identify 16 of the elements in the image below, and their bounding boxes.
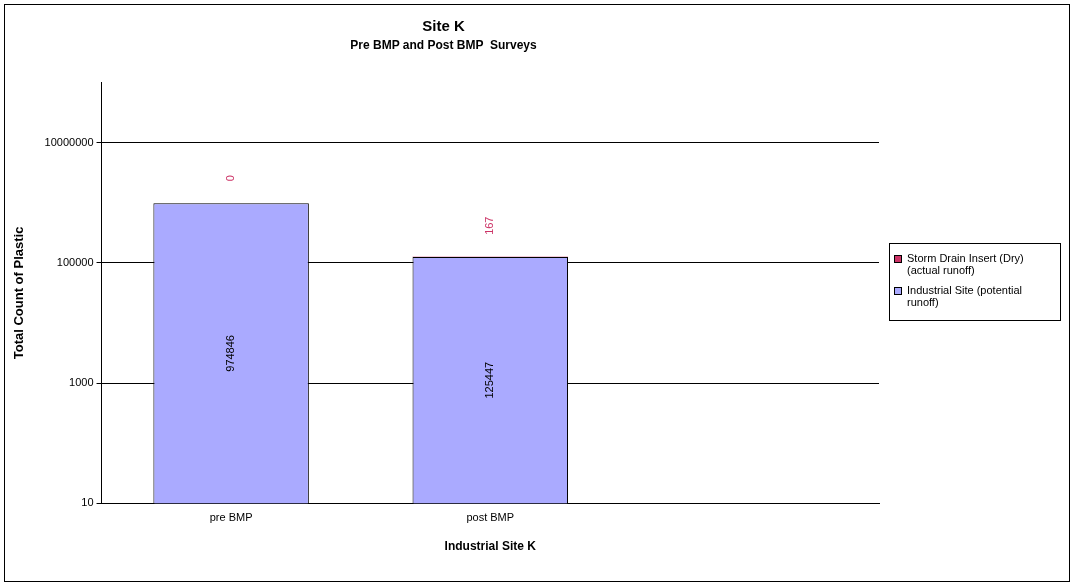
x-tick-label: pre BMP — [209, 511, 253, 524]
data-label: 167 — [483, 216, 496, 235]
y-axis-title: Total Count of Plastic — [11, 226, 27, 360]
legend-label: Storm Drain Insert (Dry) (actual runoff) — [907, 252, 1025, 276]
chart-title: Site K — [422, 17, 465, 35]
data-label: 125447 — [483, 361, 496, 399]
data-label: 974846 — [224, 335, 237, 372]
y-tick-label: 1000 — [69, 376, 94, 389]
y-tick-label: 100000 — [56, 255, 94, 268]
chart-subtitle: Pre BMP and Post BMP Surveys — [350, 37, 537, 52]
legend-label: Industrial Site (potential runoff) — [907, 284, 1023, 308]
x-axis-title: Industrial Site K — [444, 539, 537, 554]
x-tick-label: post BMP — [466, 511, 515, 524]
text: 0 — [224, 175, 237, 182]
y-tick-label: 10 — [81, 496, 94, 509]
y-tick-label: 10000000 — [44, 135, 94, 148]
